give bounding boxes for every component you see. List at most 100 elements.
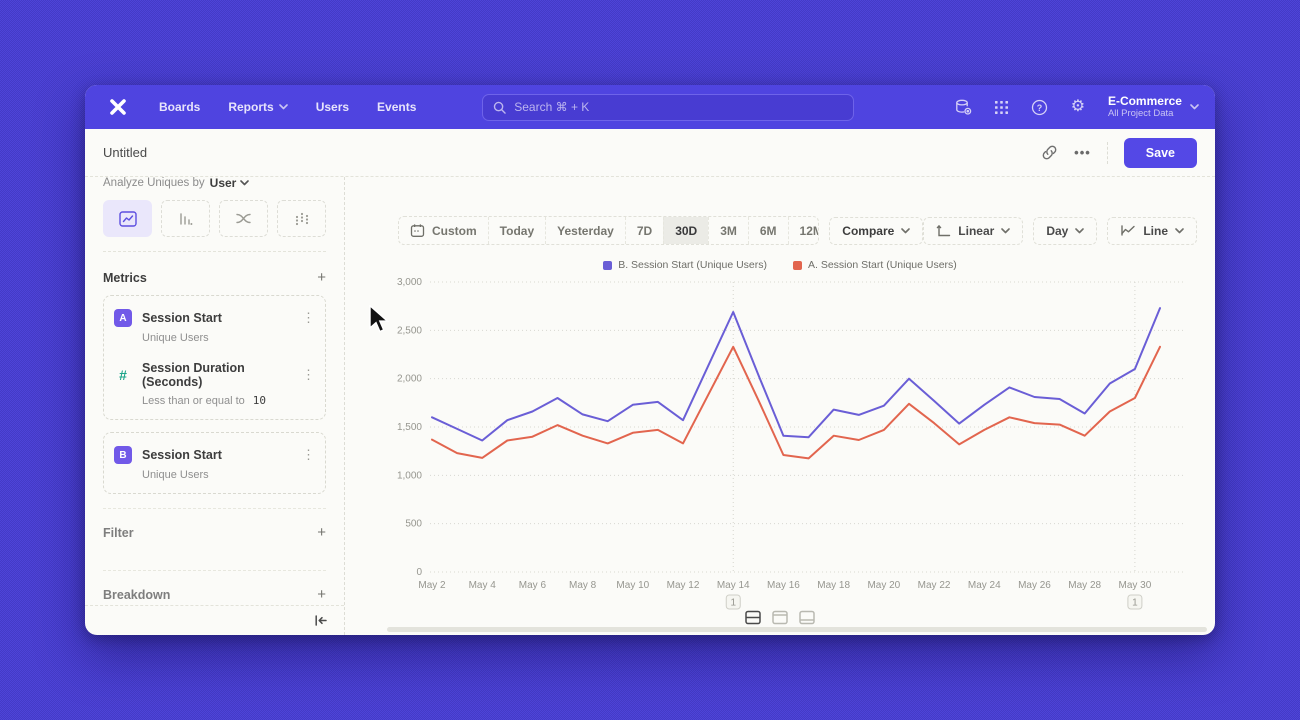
svg-text:May 26: May 26 (1018, 580, 1051, 591)
chevron-down-icon (1175, 227, 1184, 233)
nav-item-events[interactable]: Events (377, 100, 417, 114)
metric-title: Session Start (142, 311, 222, 325)
layout-top-icon[interactable] (772, 610, 789, 625)
line-chart[interactable]: 0 500 1,000 1,500 2,000 2,500 3,000 1 1 May 2 May … (357, 277, 1203, 627)
range-custom[interactable]: Custom (399, 217, 488, 244)
legend-swatch-a (793, 260, 802, 270)
chevron-down-icon (901, 227, 911, 233)
chart-toolbar: Custom Today Yesterday 7D 30D 3M 6M 12M … (398, 216, 1197, 245)
project-selector[interactable]: E-Commerce All Project Data (1108, 95, 1199, 119)
range-6m[interactable]: 6M (747, 217, 788, 244)
metric-row-a[interactable]: A Session Start ⋮ Unique Users (104, 300, 325, 352)
metric-row-b[interactable]: B Session Start ⋮ Unique Users (104, 437, 325, 489)
svg-text:May 4: May 4 (469, 580, 497, 591)
tab-line-chart[interactable] (103, 200, 152, 237)
metric-title: Session Start (142, 448, 222, 462)
range-30d[interactable]: 30D (663, 217, 709, 244)
calendar-icon (410, 224, 425, 237)
apps-grid-icon[interactable] (992, 97, 1012, 117)
date-range-control: Custom Today Yesterday 7D 30D 3M 6M 12M (398, 216, 820, 245)
settings-gear-icon[interactable]: ⚙ (1070, 98, 1086, 115)
charttype-dropdown[interactable]: Line (1107, 216, 1197, 245)
chart-legend: B. Session Start (Unique Users) A. Sessi… (345, 259, 1215, 271)
analyze-value-dropdown[interactable]: User (210, 177, 250, 190)
chevron-down-icon (1190, 104, 1199, 110)
svg-text:May 8: May 8 (569, 580, 597, 591)
svg-text:May 16: May 16 (767, 580, 800, 591)
condition-value[interactable]: 10 (252, 394, 266, 407)
metric-title: Session Duration (Seconds) (142, 361, 245, 389)
app-window: Boards Reports Users Events Search ⌘ + K (85, 85, 1215, 635)
collapse-sidebar-button[interactable] (313, 614, 328, 627)
svg-text:May 24: May 24 (968, 580, 1001, 591)
range-12m[interactable]: 12M (787, 217, 818, 244)
interval-dropdown[interactable]: Day (1033, 216, 1098, 245)
mixpanel-logo-icon[interactable] (101, 97, 135, 117)
range-today[interactable]: Today (487, 217, 545, 244)
divider (1106, 141, 1108, 164)
report-title[interactable]: Untitled (103, 145, 148, 160)
metric-row-duration[interactable]: # Session Duration (Seconds) ⋮ Less than… (104, 352, 325, 415)
legend-item-a[interactable]: A. Session Start (Unique Users) (793, 259, 957, 271)
data-management-icon[interactable] (954, 97, 974, 117)
svg-text:?: ? (1037, 103, 1043, 113)
horizontal-scrollbar[interactable] (387, 627, 1207, 632)
metric-menu-icon[interactable]: ⋮ (302, 447, 315, 462)
svg-text:May 28: May 28 (1068, 580, 1101, 591)
range-3m[interactable]: 3M (708, 217, 748, 244)
metric-menu-icon[interactable]: ⋮ (302, 367, 315, 382)
nav-right-icons: ? ⚙ E-Commerce All Project Data (954, 95, 1199, 119)
help-icon[interactable]: ? (1030, 97, 1050, 117)
layout-bottom-icon[interactable] (799, 610, 816, 625)
metric-menu-icon[interactable]: ⋮ (302, 310, 315, 325)
share-link-icon[interactable] (1041, 144, 1058, 161)
chevron-down-icon (1001, 227, 1011, 233)
analyze-uniques-row: Analyze Uniques by User (103, 177, 326, 190)
add-metric-button[interactable]: + (317, 269, 326, 286)
chevron-down-icon (240, 180, 250, 186)
svg-text:May 2: May 2 (418, 580, 446, 591)
save-button[interactable]: Save (1123, 137, 1197, 168)
filter-section: Filter + (103, 508, 326, 556)
metric-condition: Less than or equal to 10 (142, 394, 266, 407)
add-breakdown-button[interactable]: + (317, 586, 326, 603)
layout-split-icon[interactable] (745, 610, 762, 625)
svg-text:1: 1 (1132, 598, 1138, 609)
filter-label: Filter (103, 525, 134, 540)
more-options-button[interactable]: ••• (1074, 145, 1091, 160)
svg-text:May 30: May 30 (1118, 580, 1151, 591)
svg-text:2,500: 2,500 (397, 325, 422, 336)
numeric-filter-icon: # (119, 367, 127, 383)
line-chart-icon (118, 210, 137, 227)
metric-subtitle: Unique Users (142, 469, 209, 481)
compare-dropdown[interactable]: Compare (829, 216, 924, 245)
project-scope: All Project Data (1107, 108, 1174, 119)
svg-text:May 6: May 6 (519, 580, 547, 591)
svg-text:May 12: May 12 (667, 580, 700, 591)
metric-card-b: B Session Start ⋮ Unique Users (103, 432, 326, 494)
range-yesterday[interactable]: Yesterday (545, 217, 625, 244)
svg-text:500: 500 (405, 519, 422, 530)
legend-item-b[interactable]: B. Session Start (Unique Users) (603, 259, 767, 271)
svg-text:May 10: May 10 (616, 580, 649, 591)
tab-bar-chart[interactable] (161, 200, 210, 237)
range-7d[interactable]: 7D (624, 217, 663, 244)
query-builder-sidebar: Analyze Uniques by User (85, 177, 345, 635)
nav-menu: Boards Reports Users Events (147, 93, 428, 121)
line-type-icon (1121, 225, 1136, 236)
nav-item-users[interactable]: Users (315, 100, 350, 114)
tab-metric-chart[interactable] (277, 200, 326, 237)
nav-item-reports[interactable]: Reports (216, 93, 299, 121)
chevron-down-icon (1075, 227, 1085, 233)
scale-dropdown[interactable]: Linear (923, 216, 1024, 245)
svg-text:3,000: 3,000 (397, 277, 422, 288)
search-input[interactable]: Search ⌘ + K (482, 93, 855, 121)
svg-text:1: 1 (730, 598, 736, 609)
search-icon (494, 101, 507, 114)
svg-text:0: 0 (416, 567, 422, 578)
tab-flow-chart[interactable] (219, 200, 268, 237)
metric-subtitle: Unique Users (142, 332, 209, 344)
add-filter-button[interactable]: + (317, 524, 326, 541)
nav-item-boards[interactable]: Boards (159, 100, 201, 114)
linear-axis-icon (936, 224, 951, 236)
